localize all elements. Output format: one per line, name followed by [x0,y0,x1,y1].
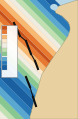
Bar [2,65,7,70]
Bar [2,48,7,52]
Bar [2,52,7,56]
Bar [2,57,7,61]
Bar [2,43,7,48]
Bar [2,26,7,30]
Bar [2,39,7,43]
Bar [2,35,7,39]
Bar [1,25,17,77]
Bar [2,30,7,34]
Bar [2,61,7,65]
Polygon shape [30,0,78,119]
Polygon shape [50,4,58,11]
